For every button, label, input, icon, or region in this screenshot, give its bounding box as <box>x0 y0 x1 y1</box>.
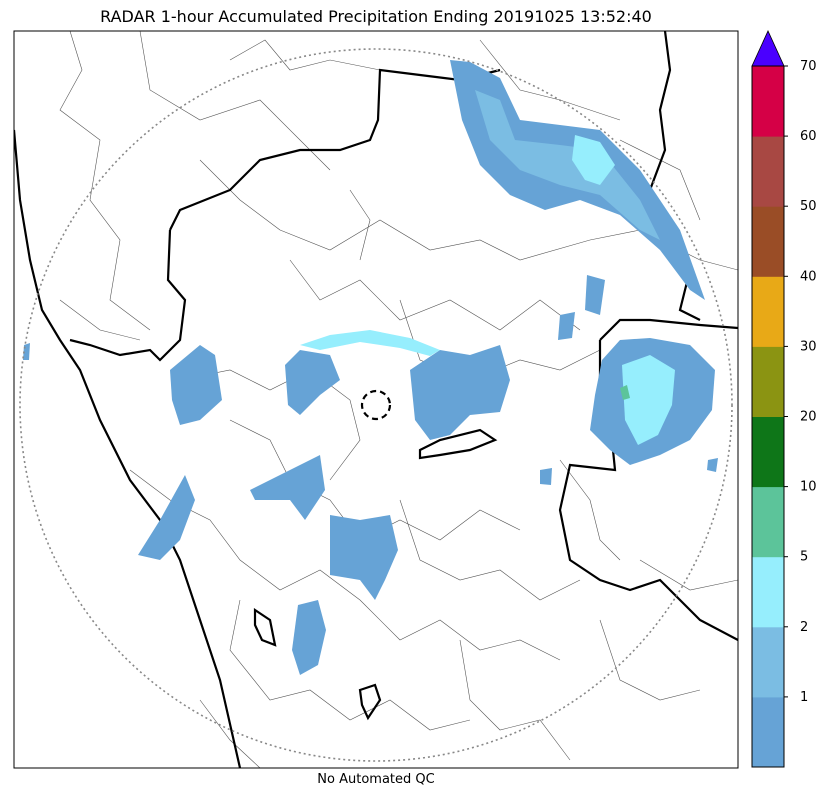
colorbar-tick-label: 60 <box>800 129 817 144</box>
echo-south-central <box>330 515 398 600</box>
colorbar-tick-label: 20 <box>800 410 817 425</box>
colorbar-segment <box>752 556 784 628</box>
colorbar-tick-label: 50 <box>800 199 817 214</box>
echo-east-peak <box>620 385 630 400</box>
colorbar-extend-arrow <box>751 30 785 67</box>
echo-northeast-peak <box>572 135 615 185</box>
colorbar-ticks: 1 2 5 10 20 30 40 50 60 70 <box>784 59 817 705</box>
colorbar-segment <box>752 626 784 698</box>
colorbar-segment <box>752 206 784 277</box>
colorbar-segment <box>752 66 784 137</box>
colorbar-tick-label: 5 <box>800 550 808 565</box>
colorbar-tick-label: 10 <box>800 480 817 495</box>
colorbar-tick-label: 40 <box>800 269 817 284</box>
map-frame <box>13 30 739 769</box>
colorbar-tick-label: 1 <box>800 690 808 705</box>
map-title: RADAR 1-hour Accumulated Precipitation E… <box>100 7 652 26</box>
radar-site-marker <box>360 389 392 421</box>
colorbar-segment <box>752 276 784 347</box>
colorbar-segment <box>752 486 784 558</box>
colorbar-segment <box>752 346 784 417</box>
echo-small-2 <box>558 312 575 340</box>
echo-center-west <box>285 350 340 415</box>
colorbar-segment <box>752 696 784 768</box>
colorbar-tick-label: 70 <box>800 59 817 74</box>
colorbar-segment <box>752 416 784 488</box>
colorbar-tick-label: 30 <box>800 339 817 354</box>
echo-small-3 <box>540 468 552 485</box>
precipitation-echoes <box>23 60 718 675</box>
colorbar-tick-label: 2 <box>800 620 808 635</box>
echo-small-4 <box>707 458 718 472</box>
echo-west-cell <box>170 345 222 425</box>
range-ring <box>19 48 733 762</box>
echo-center-band <box>410 345 510 440</box>
colorbar-segment <box>752 136 784 207</box>
echo-northeast-core <box>475 90 660 240</box>
echo-southwest-cell <box>250 455 325 520</box>
colorbar-segments <box>752 66 784 768</box>
echo-east-core <box>622 355 675 445</box>
echo-small-1 <box>585 275 605 315</box>
qc-note: No Automated QC <box>317 772 435 787</box>
echo-north-streak <box>300 330 440 356</box>
echo-south-cell <box>292 600 326 675</box>
echo-coastal-cell <box>138 475 195 560</box>
